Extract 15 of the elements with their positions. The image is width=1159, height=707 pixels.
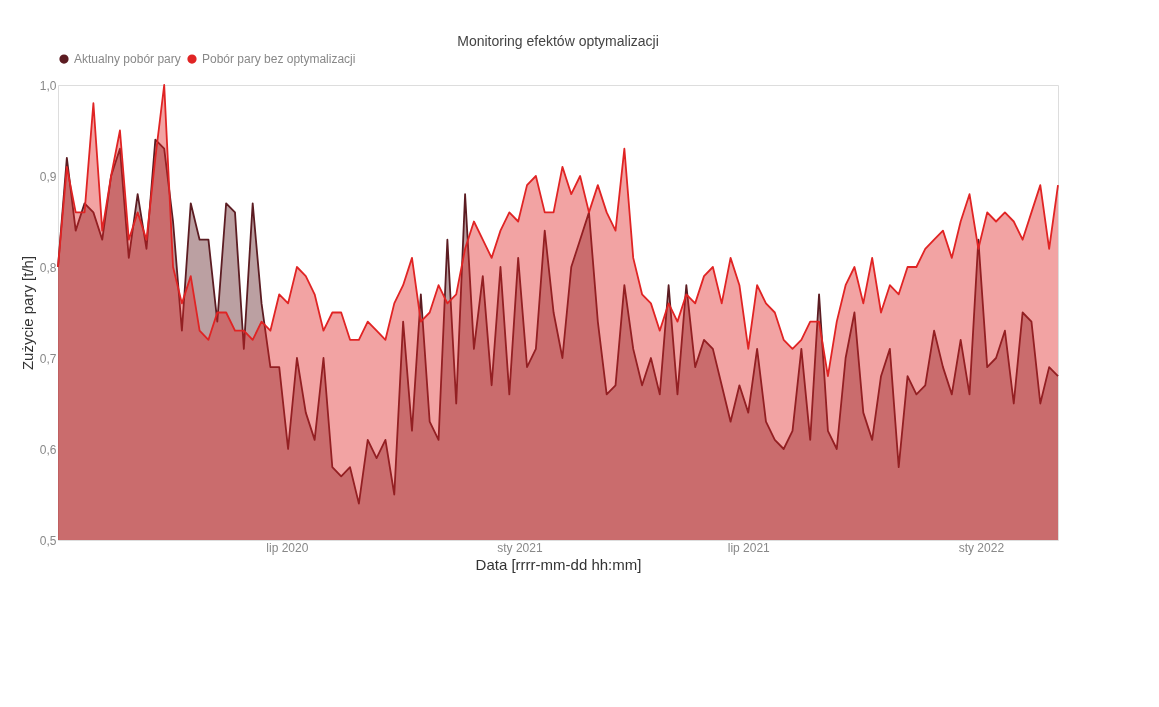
x-tick-label: sty 2021 [497, 540, 543, 555]
y-tick-label: 0,8 [39, 260, 57, 275]
x-tick-label: sty 2022 [958, 540, 1005, 555]
legend-label: Pobór pary bez optymalizacji [202, 52, 356, 67]
y-tick-label: 0,5 [39, 533, 57, 548]
legend-label: Aktualny pobór pary [74, 52, 181, 67]
y-tick-label: 0,7 [39, 351, 57, 366]
y-tick-label: 0,9 [39, 169, 57, 184]
y-axis-title: Zużycie pary [t/h] [18, 255, 36, 371]
x-tick-label: lip 2020 [266, 540, 309, 555]
x-tick-label: lip 2021 [727, 540, 771, 555]
x-axis-title: Data [rrrr-mm-dd hh:mm] [475, 555, 642, 573]
y-tick-label: 1,0 [39, 78, 57, 93]
chart-title: Monitoring efektów optymalizacji [457, 33, 659, 49]
y-tick-label: 0,6 [39, 442, 57, 457]
